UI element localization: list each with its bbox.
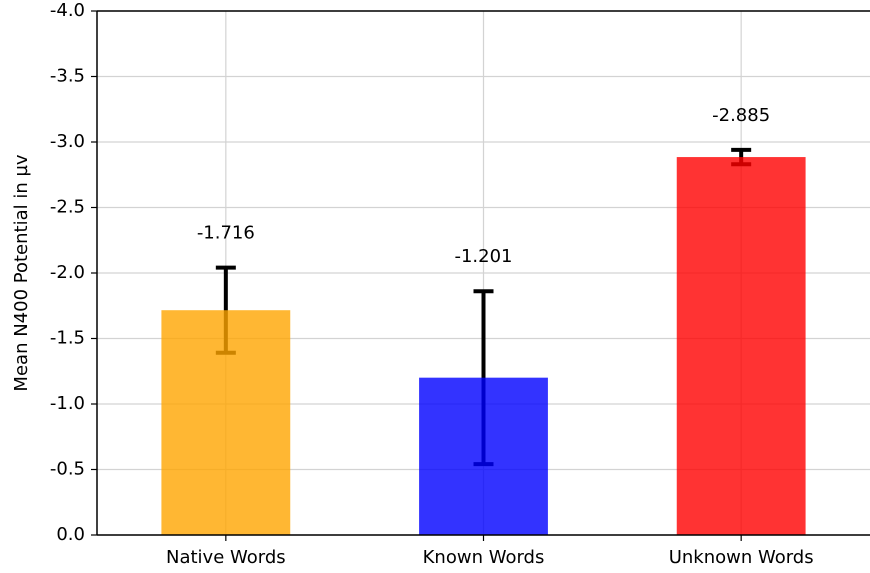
y-tick-label: -4.0: [50, 0, 85, 21]
bar: [161, 310, 291, 535]
value-label: -2.885: [712, 105, 770, 126]
x-tick-label: Unknown Words: [669, 547, 814, 568]
bar: [676, 157, 806, 535]
y-axis-label: Mean N400 Potential in µv: [11, 154, 32, 391]
y-tick-label: -3.0: [50, 131, 85, 152]
y-tick-label: 0.0: [56, 524, 85, 545]
y-tick-label: -2.5: [50, 197, 85, 218]
bar: [419, 377, 548, 535]
value-label: -1.716: [197, 223, 255, 244]
y-tick-label: -1.0: [50, 393, 85, 414]
y-tick-label: -1.5: [50, 328, 85, 349]
y-tick-label: -2.0: [50, 262, 85, 283]
y-tick-label: -3.5: [50, 66, 85, 87]
value-label: -1.201: [454, 246, 512, 267]
x-tick-label: Known Words: [423, 547, 545, 568]
y-tick-label: -0.5: [50, 459, 85, 480]
x-tick-label: Native Words: [166, 547, 286, 568]
